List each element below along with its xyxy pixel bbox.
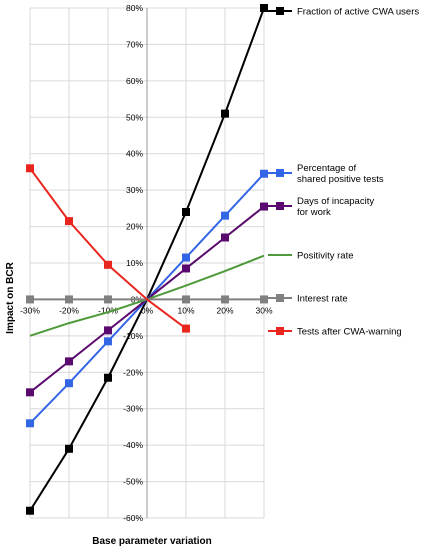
x-tick-label: -10%	[98, 305, 118, 315]
data-point-percentage-of-shared-positive-tests	[221, 211, 229, 220]
x-tick-label: -20%	[59, 305, 79, 315]
legend: Fraction of active CWA users Percentage o…	[268, 7, 419, 338]
legend-marker-tests-after-cwa-warning	[276, 327, 284, 335]
data-point-fraction-of-active-cwa-users	[182, 208, 190, 216]
series-layer	[26, 4, 268, 515]
x-tick-labels: -30% -20% -10% 0% 10% 20% 30%	[20, 305, 273, 315]
y-tick-label: 10%	[126, 258, 143, 268]
y-tick-label: -30%	[123, 404, 143, 414]
y-tick-label: 70%	[126, 39, 143, 49]
x-axis-title: Base parameter variation	[92, 536, 212, 547]
data-point-fraction-of-active-cwa-users	[65, 444, 73, 453]
y-tick-label: -40%	[123, 440, 143, 450]
series-tests-after-cwa-warning	[26, 164, 190, 333]
data-point-days-of-incapacity-for-work	[104, 326, 112, 335]
data-point-days-of-incapacity-for-work	[182, 264, 190, 273]
y-tick-label: -50%	[123, 477, 143, 487]
x-tick-label: -30%	[20, 305, 40, 315]
legend-marker-percentage-of-shared-positive-tests	[276, 169, 284, 177]
y-axis-title: Impact on BCR	[5, 261, 16, 333]
y-tick-label: 20%	[126, 222, 143, 232]
data-point-percentage-of-shared-positive-tests	[65, 379, 73, 388]
legend-item-positivity-rate: Positivity rate	[268, 251, 354, 262]
data-point-days-of-incapacity-for-work	[221, 233, 229, 242]
legend-label-positivity-rate: Positivity rate	[297, 251, 354, 262]
data-point-interest-rate	[221, 295, 229, 304]
y-tick-label: 40%	[126, 149, 143, 159]
data-point-days-of-incapacity-for-work	[26, 388, 34, 397]
legend-marker-fraction-of-active-cwa-users	[276, 7, 284, 15]
y-tick-labels: 80%70%60%50%40%30%20%10%0%-10%-20%-30%-4…	[123, 3, 143, 523]
data-point-percentage-of-shared-positive-tests	[26, 419, 34, 428]
data-point-fraction-of-active-cwa-users	[260, 4, 268, 12]
data-point-fraction-of-active-cwa-users	[221, 109, 229, 118]
data-point-interest-rate	[26, 295, 34, 304]
data-point-percentage-of-shared-positive-tests	[182, 253, 190, 262]
legend-label-interest-rate: Interest rate	[297, 294, 348, 305]
data-point-fraction-of-active-cwa-users	[26, 506, 34, 515]
data-point-interest-rate	[65, 295, 73, 304]
data-point-interest-rate	[182, 295, 190, 304]
y-tick-label: -20%	[123, 367, 143, 377]
legend-item-tests-after-cwa-warning: Tests after CWA-warning	[268, 327, 402, 338]
legend-item-fraction-of-active-cwa-users: Fraction of active CWA users	[268, 7, 419, 18]
y-tick-label: 60%	[126, 76, 143, 86]
legend-marker-interest-rate	[276, 294, 284, 302]
data-point-days-of-incapacity-for-work	[260, 202, 268, 211]
legend-label-percentage-of-shared-positive-tests: shared positive tests	[297, 174, 384, 185]
data-point-percentage-of-shared-positive-tests	[260, 169, 268, 178]
legend-label-percentage-of-shared-positive-tests: Percentage of	[297, 163, 357, 174]
data-point-days-of-incapacity-for-work	[65, 357, 73, 366]
data-point-tests-after-cwa-warning	[26, 164, 34, 173]
y-tick-label: -10%	[123, 331, 143, 341]
legend-marker-days-of-incapacity-for-work	[276, 202, 284, 210]
y-tick-label: 50%	[126, 112, 143, 122]
x-tick-label: 10%	[177, 305, 194, 315]
data-point-interest-rate	[104, 295, 112, 304]
x-tick-label: 20%	[216, 305, 233, 315]
data-point-tests-after-cwa-warning	[182, 324, 190, 333]
data-point-tests-after-cwa-warning	[65, 217, 73, 226]
legend-label-days-of-incapacity-for-work: for work	[297, 207, 331, 218]
legend-label-tests-after-cwa-warning: Tests after CWA-warning	[297, 327, 402, 338]
x-tick-label: 30%	[255, 305, 272, 315]
y-tick-label: 30%	[126, 185, 143, 195]
data-point-tests-after-cwa-warning	[104, 260, 112, 269]
data-point-percentage-of-shared-positive-tests	[104, 337, 112, 346]
legend-label-fraction-of-active-cwa-users: Fraction of active CWA users	[297, 7, 419, 18]
data-point-fraction-of-active-cwa-users	[104, 373, 112, 382]
data-point-interest-rate	[260, 295, 268, 304]
y-tick-label: 80%	[126, 3, 143, 13]
y-tick-label: -60%	[123, 513, 143, 523]
legend-item-interest-rate: Interest rate	[268, 294, 348, 305]
legend-label-days-of-incapacity-for-work: Days of incapacity	[297, 196, 374, 207]
x-tick-label: 0%	[141, 305, 154, 315]
